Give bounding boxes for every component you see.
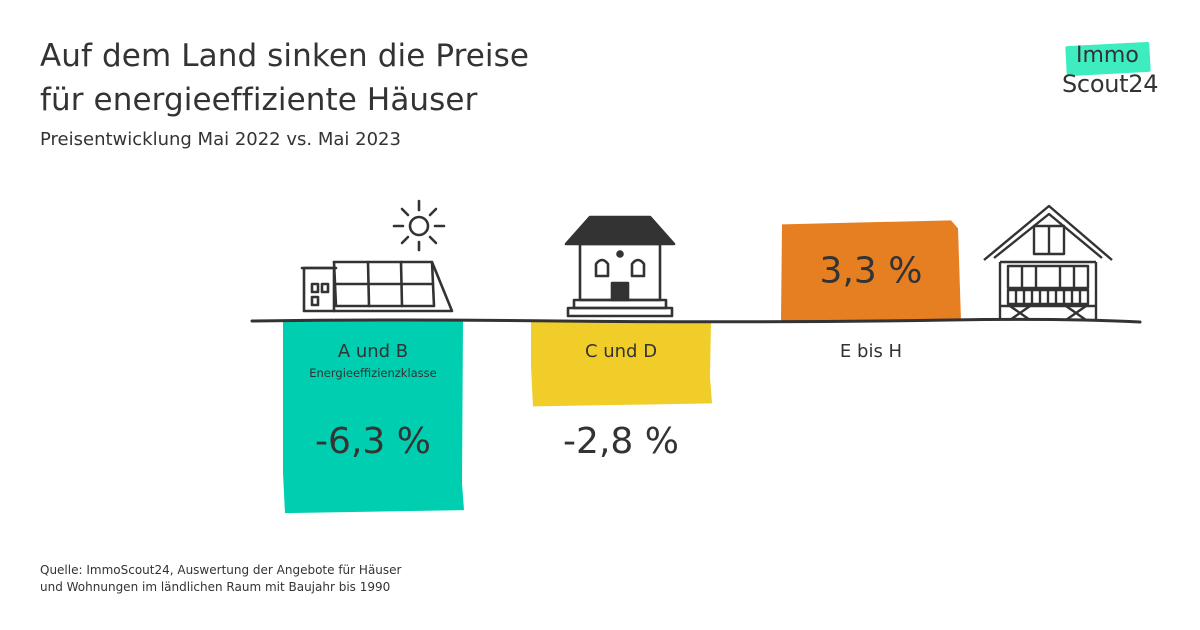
half-timbered-house-icon <box>983 204 1113 321</box>
chart-title: Auf dem Land sinken die Preise für energ… <box>40 34 529 122</box>
bar-1 <box>283 321 464 514</box>
solar-house-icon <box>300 199 454 313</box>
value-label-3: 3,3 % <box>820 251 923 292</box>
chart-subtitle: Preisentwicklung Mai 2022 vs. Mai 2023 <box>40 129 401 150</box>
category-label-3: E bis H <box>840 341 902 362</box>
category-note: Energieeffizienzklasse <box>309 366 437 380</box>
value-label-2: -2,8 % <box>563 421 679 462</box>
logo-scout-text: Scout24 <box>1062 70 1159 98</box>
value-label-1: -6,3 % <box>315 421 431 462</box>
source-note: Quelle: ImmoScout24, Auswertung der Ange… <box>40 562 401 596</box>
category-label-1: A und B <box>338 341 408 362</box>
source-line-1: Quelle: ImmoScout24, Auswertung der Ange… <box>40 563 402 577</box>
chart-title-line-2: für energieeffiziente Häuser <box>40 82 478 118</box>
classic-house-icon <box>564 215 676 318</box>
logo-immo-text: Immo <box>1076 43 1139 68</box>
chart-title-line-1: Auf dem Land sinken die Preise <box>40 38 530 74</box>
source-line-2: und Wohnungen im ländlichen Raum mit Bau… <box>40 580 391 594</box>
bar-2 <box>531 321 712 407</box>
immoscout24-logo: Immo Scout24 <box>1060 41 1170 104</box>
zero-baseline <box>250 317 1142 324</box>
category-label-2: C und D <box>585 341 657 362</box>
bar-3 <box>781 220 961 321</box>
